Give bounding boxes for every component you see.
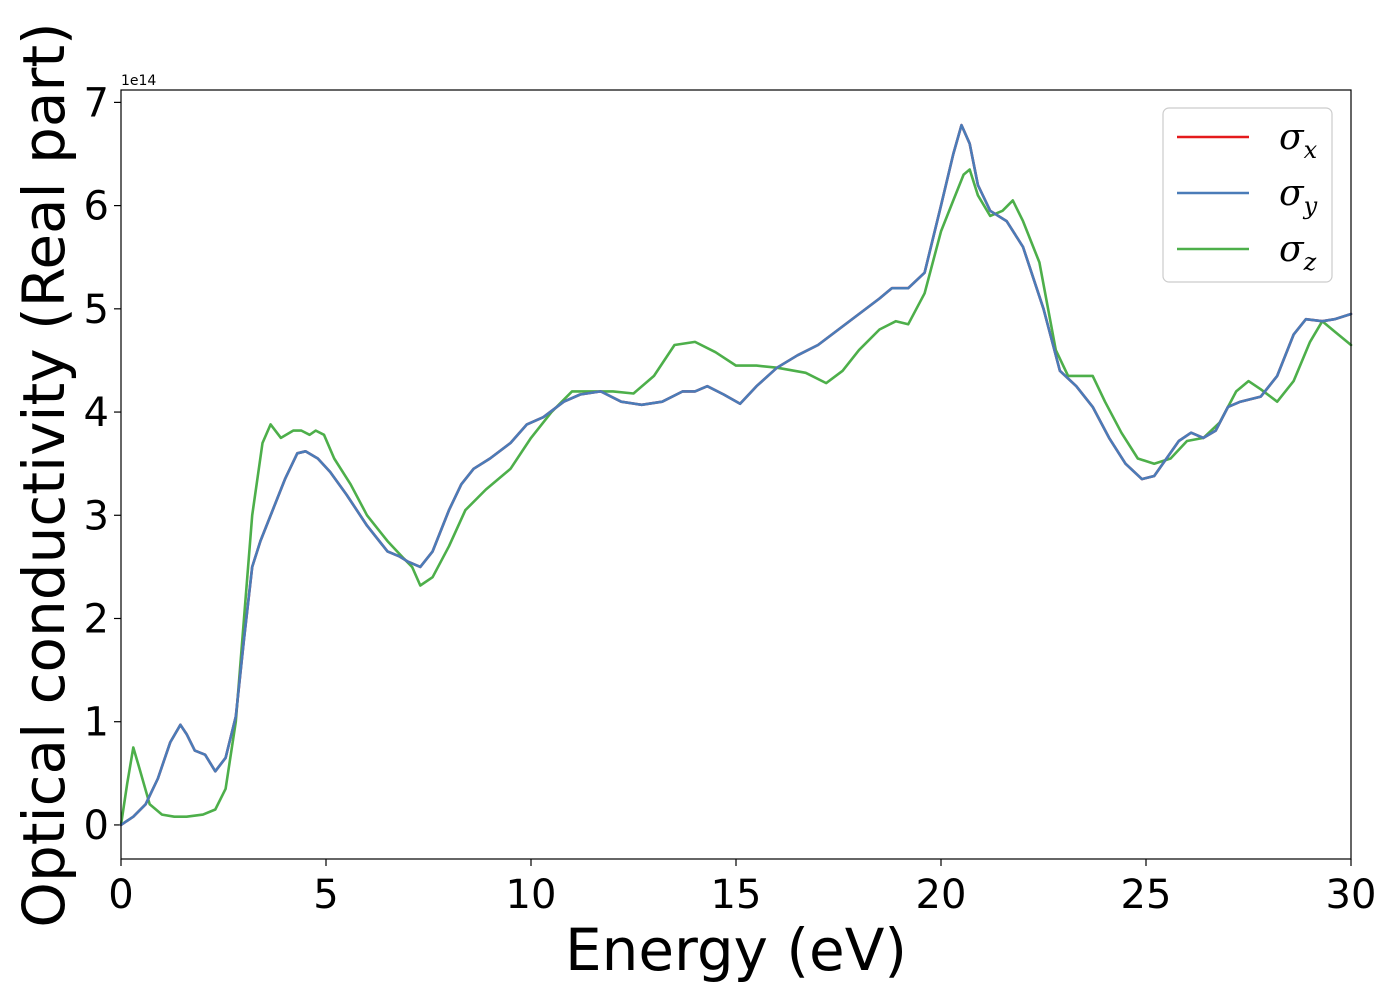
legend: σx σy σz	[1162, 107, 1333, 283]
plot-frame	[120, 89, 1352, 860]
x-tick-label: 10	[506, 872, 557, 918]
y-tick-label: 0	[84, 803, 109, 849]
x-tick-label: 20	[916, 872, 967, 918]
y-axis-label: Optical conductivity (Real part)	[10, 22, 78, 927]
y-offset-label: 1e14	[121, 73, 156, 89]
x-tick-label: 25	[1121, 872, 1172, 918]
x-tick-label: 5	[313, 872, 338, 918]
y-tick-label: 6	[84, 184, 109, 230]
y-tick-label: 5	[84, 287, 109, 333]
y-tick-label: 7	[84, 80, 109, 126]
series-lines	[119, 123, 1353, 827]
legend-label-z: σz	[1279, 229, 1317, 276]
x-tick-label: 15	[711, 872, 762, 918]
y-tick-label: 1	[84, 700, 109, 746]
x-axis-label: Energy (eV)	[565, 916, 907, 984]
x-tick-label: 30	[1326, 872, 1377, 918]
legend-label-y: σy	[1279, 173, 1318, 220]
series-line-y	[119, 123, 1353, 827]
y-tick-label: 3	[84, 493, 109, 539]
y-tick-label: 2	[84, 596, 109, 642]
series-line-z	[119, 168, 1353, 827]
x-tick-label: 0	[108, 872, 133, 918]
y-tick-label: 4	[84, 390, 109, 436]
axis-ticks: 0 5 10 15 20 25 30 0 1 2 3 4 5 6 7	[84, 80, 1377, 918]
legend-box	[1162, 107, 1333, 283]
legend-label-x: σx	[1279, 117, 1318, 164]
